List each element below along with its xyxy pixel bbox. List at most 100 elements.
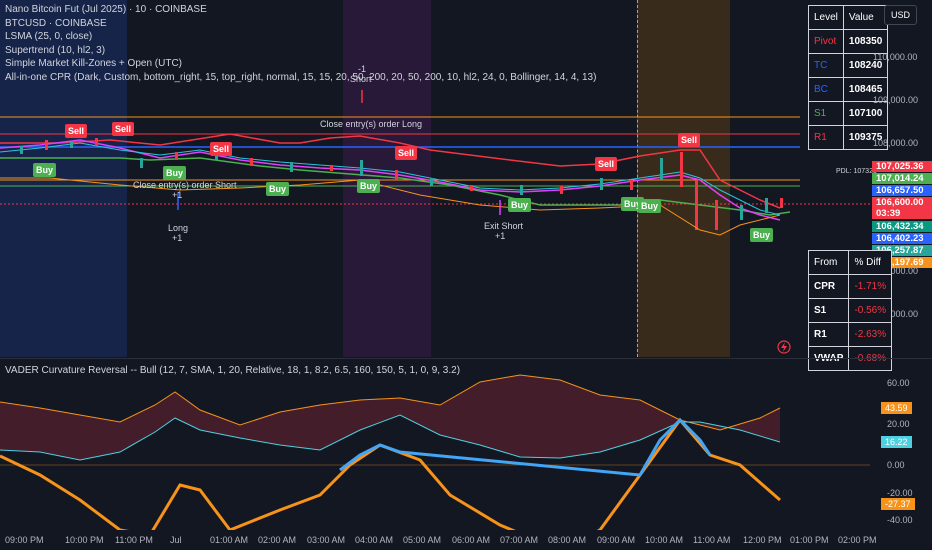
from-header: From [807, 250, 850, 275]
time-label: 12:00 PM [743, 535, 782, 545]
sell-signal: Sell [65, 124, 88, 138]
bc-label: BC [808, 77, 844, 102]
price-tag: 106,197.69 [872, 257, 932, 268]
diff-header: % Diff [848, 250, 893, 275]
time-label: Jul [170, 535, 182, 545]
price-axis-label: 108,000.00 [873, 138, 919, 148]
close-short-plus-one: +1 [172, 190, 183, 200]
price-tag: 106,600.00 [872, 197, 932, 208]
osc-tag: -27.37 [881, 498, 915, 510]
price-tag: 106,432.34 [872, 221, 932, 232]
time-label: 03:00 AM [307, 535, 346, 545]
long-plus-one: +1 [172, 233, 183, 243]
short-label: Short [350, 74, 372, 84]
time-label: 01:00 PM [790, 535, 829, 545]
lightning-icon[interactable] [777, 340, 791, 354]
r1-value: 109375 [842, 125, 889, 150]
diff-table: From % Diff CPR -1.71% S1 -0.56% R1 -2.6… [807, 250, 893, 371]
close-short-label: Close entry(s) order Short [133, 180, 237, 190]
blue-main-series [339, 417, 712, 477]
pdl-label: PDL: 107325 [836, 168, 877, 175]
r1-diff-label: R1 [807, 322, 850, 347]
time-label: 06:00 AM [452, 535, 491, 545]
pivot-value: 108350 [842, 29, 889, 54]
osc-axis-label: -40.00 [887, 515, 913, 525]
close-long-label: Close entry(s) order Long [320, 119, 423, 129]
supertrend-bear [0, 133, 781, 209]
price-tag: 106,402.23 [872, 233, 932, 244]
price-axis-label: 105,000.00 [873, 266, 919, 276]
time-label: 10:00 PM [65, 535, 104, 545]
time-label: 11:00 AM [693, 535, 731, 545]
s1-value: 107100 [842, 101, 889, 126]
sell-signal: Sell [595, 157, 618, 171]
time-label: 01:00 AM [210, 535, 249, 545]
candles [20, 138, 783, 230]
s1-label: S1 [808, 101, 844, 126]
symbol-title[interactable]: Nano Bitcoin Fut (Jul 2025) · 10 · COINB… [5, 4, 207, 15]
time-label: 08:00 AM [548, 535, 587, 545]
sell-signal: Sell [395, 146, 418, 160]
time-label: 05:00 AM [403, 535, 442, 545]
osc-axis-label: -20.00 [887, 488, 913, 498]
sell-signal: Sell [210, 142, 233, 156]
price-tag: 106,257.87 [872, 245, 932, 256]
price-axis-label: 109,000.00 [873, 95, 919, 105]
orange-main-series [0, 417, 781, 530]
cpr-legend[interactable]: All-in-one CPR (Dark, Custom, bottom_rig… [5, 71, 597, 83]
lsma-legend[interactable]: LSMA (25, 0, close) [5, 31, 93, 42]
sell-signal: Sell [678, 133, 701, 147]
cpr-label: CPR [807, 274, 850, 299]
countdown-tag: 03:39 [872, 208, 932, 219]
osc-axis-label: 0.00 [887, 460, 905, 470]
orange-dotted-series [0, 374, 781, 431]
oscillator-title[interactable]: VADER Curvature Reversal -- Bull (12, 7,… [5, 365, 461, 376]
level-header: Level [808, 5, 844, 30]
buy-signal: Buy [750, 228, 774, 242]
short-minus-one: -1 [358, 64, 367, 74]
osc-tag: 16.22 [881, 436, 912, 448]
supertrend-legend[interactable]: Supertrend (10, hl2, 3) [5, 44, 106, 56]
cpr-diff: -1.71% [848, 274, 893, 299]
compare-symbol[interactable]: BTCUSD · COINBASE [5, 17, 107, 29]
price-tag: 107,025.36 [872, 161, 932, 172]
time-label: 04:00 AM [355, 535, 394, 545]
oscillator-chart[interactable] [0, 360, 870, 530]
pane-separator[interactable] [0, 358, 932, 359]
teal-dotted-series [0, 414, 781, 461]
tc-label: TC [808, 53, 844, 78]
pivot-label: Pivot [808, 29, 844, 54]
buy-signal: Buy [33, 163, 57, 177]
time-label: 11:00 PM [115, 535, 153, 545]
osc-axis-label: 60.00 [887, 378, 910, 388]
level-table: Level Value Pivot 108350 TC 108240 BC 10… [808, 5, 889, 150]
killzones-legend[interactable]: Simple Market Kill-Zones + Open (UTC) [5, 58, 182, 69]
ma-fast [0, 142, 781, 216]
time-axis[interactable]: 09:00 PM 10:00 PM 11:00 PM Jul 01:00 AM … [0, 530, 932, 550]
price-tag: 106,657.50 [872, 185, 932, 196]
time-label: 09:00 AM [597, 535, 636, 545]
exit-short-plus-one: +1 [495, 231, 506, 241]
r1-diff: -2.63% [848, 322, 893, 347]
buy-signal: Buy [266, 182, 290, 196]
osc-tag: 43.59 [881, 402, 912, 414]
s1-diff: -0.56% [848, 298, 893, 323]
time-label: 09:00 PM [5, 535, 44, 545]
price-axis-label: 110,000.00 [873, 52, 918, 62]
currency-button[interactable]: USD [884, 5, 918, 25]
tc-value: 108240 [842, 53, 889, 78]
oscillator-fill [0, 375, 780, 460]
r1-label: R1 [808, 125, 844, 150]
price-stepline [0, 177, 781, 236]
buy-signal: Buy [163, 166, 187, 180]
price-tag: 107,014.24 [872, 173, 932, 184]
exit-short-label: Exit Short [484, 221, 524, 231]
buy-signal: Buy [638, 199, 662, 213]
osc-axis-label: 20.00 [887, 419, 910, 429]
time-label: 02:00 AM [258, 535, 297, 545]
price-axis-label: 104,000.00 [873, 309, 919, 319]
value-header: Value [842, 5, 889, 30]
time-label: 07:00 AM [500, 535, 539, 545]
price-chart[interactable] [0, 0, 870, 357]
indicator-legend: Nano Bitcoin Fut (Jul 2025) · 10 · COINB… [5, 3, 596, 84]
